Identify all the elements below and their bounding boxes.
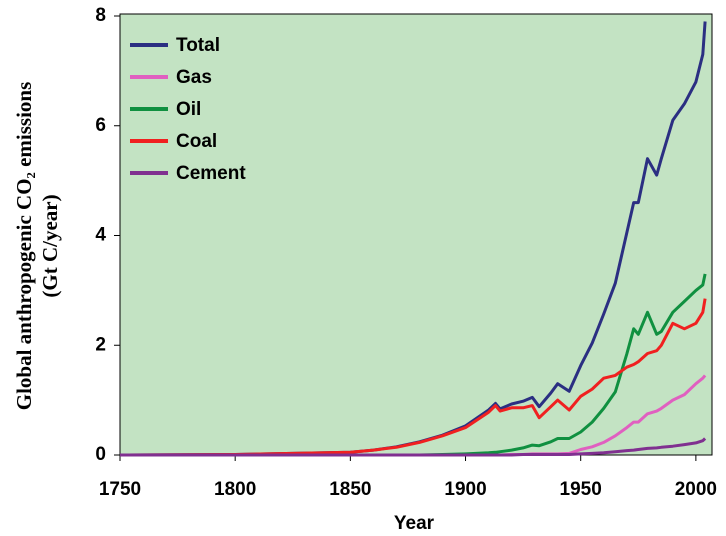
x-tick-label: 1850 (329, 479, 371, 500)
plot-area (119, 13, 713, 456)
legend-label: Coal (176, 131, 217, 152)
y-axis-label: (Gt C/year) (38, 194, 62, 297)
y-tick-label: 2 (95, 334, 106, 355)
x-tick-label: 1800 (214, 479, 256, 500)
legend-label: Oil (176, 99, 201, 120)
legend-label: Total (176, 35, 220, 56)
y-tick-label: 6 (95, 115, 106, 136)
legend-label: Gas (176, 67, 212, 88)
legend-label: Cement (176, 163, 246, 184)
x-tick-label: 1950 (560, 479, 602, 500)
series-line (119, 298, 707, 457)
x-axis-label: Year (394, 513, 435, 534)
y-tick-label: 0 (95, 444, 106, 465)
y-axis-label: Global anthropogenic CO₂ emissions (12, 82, 36, 411)
y-tick-label: 4 (95, 225, 106, 246)
x-tick-label: 2000 (675, 479, 717, 500)
x-tick-label: 1750 (99, 479, 141, 500)
series-line (120, 437, 707, 457)
x-tick-label: 1900 (444, 479, 486, 500)
y-tick-label: 8 (95, 5, 106, 26)
